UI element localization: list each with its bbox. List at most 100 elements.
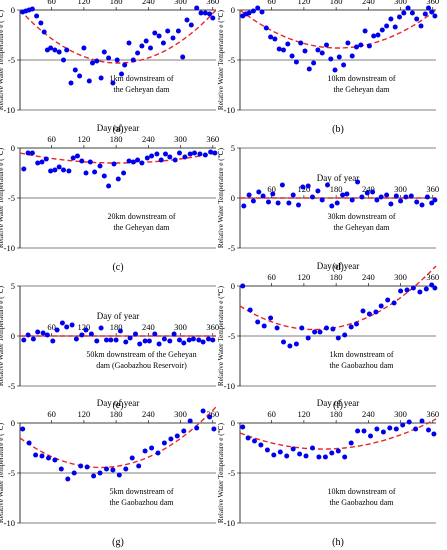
data-point — [315, 188, 321, 194]
x-tick-label: 360 — [206, 134, 219, 144]
trend-line — [239, 265, 437, 331]
x-axis-title: Day of year — [97, 398, 139, 408]
data-point — [56, 164, 62, 170]
chart-panel-f: 0 -5 -10 60 120 180 240 300 360 Day of year Relati… — [217, 261, 439, 411]
y-axis-title: Relative Water Temperature e (℃) — [0, 422, 5, 523]
data-point — [366, 43, 372, 49]
data-point — [300, 184, 306, 190]
data-point — [182, 154, 188, 160]
data-point — [78, 463, 84, 469]
data-point — [286, 200, 292, 206]
data-point — [25, 150, 31, 156]
data-point — [121, 170, 127, 176]
data-point — [111, 161, 117, 167]
data-point — [375, 32, 381, 38]
x-tick-label: 300 — [174, 409, 187, 419]
data-point — [83, 327, 89, 333]
x-tick-label: 60 — [267, 272, 276, 282]
data-point — [114, 57, 120, 63]
data-point — [165, 28, 171, 34]
data-point — [329, 203, 335, 209]
y-tick-label: -5 — [8, 55, 15, 65]
data-point — [419, 418, 425, 424]
data-point — [81, 45, 87, 51]
data-point — [246, 192, 252, 198]
x-tick-label: 360 — [206, 0, 219, 6]
data-point — [405, 5, 411, 11]
data-point — [370, 189, 376, 195]
data-point — [426, 427, 431, 433]
data-point — [355, 179, 361, 185]
data-point — [184, 17, 190, 23]
data-point — [275, 200, 281, 206]
y-tick-label: -5 — [8, 381, 15, 391]
data-point — [48, 45, 54, 51]
data-point — [255, 5, 261, 11]
data-point — [417, 289, 423, 295]
data-point — [106, 55, 112, 61]
data-point — [210, 337, 216, 343]
x-tick-label: 300 — [394, 409, 407, 419]
data-point — [388, 16, 394, 22]
y-tick-label: 0 — [11, 143, 15, 153]
data-point — [97, 470, 103, 476]
data-point — [194, 425, 200, 431]
data-point — [181, 428, 187, 434]
data-point — [39, 159, 45, 165]
data-point — [106, 183, 112, 189]
data-point — [152, 331, 158, 337]
panel-annotation: the Geheyan dam — [114, 85, 171, 94]
data-point — [212, 150, 218, 156]
data-point — [208, 149, 214, 155]
data-point — [408, 193, 414, 199]
data-point — [35, 329, 41, 335]
x-tick-label: 360 — [426, 409, 439, 419]
data-point — [272, 36, 278, 42]
panel-annotation: 10km downstream of — [328, 74, 396, 83]
y-axis-title: Relative Water Temperature e (℃) — [0, 147, 5, 248]
data-point — [393, 426, 399, 432]
x-tick-label: 180 — [330, 184, 343, 194]
x-tick-label: 60 — [47, 322, 56, 332]
x-tick-label: 300 — [394, 0, 407, 6]
chart-panel-e: 5 0 -5 60 120 180 240 300 360 Day of year Relative… — [0, 281, 219, 411]
panel-annotation: 20km downstream of — [108, 212, 176, 221]
x-tick-label: 240 — [362, 0, 375, 6]
panel-label: (e) — [112, 400, 123, 411]
data-point — [90, 60, 95, 66]
data-point — [202, 152, 208, 158]
y-tick-label: -10 — [224, 105, 235, 115]
data-point — [281, 339, 286, 345]
y-tick-label: -10 — [4, 105, 15, 115]
data-point — [266, 199, 271, 205]
data-point — [305, 183, 311, 189]
x-tick-label: 180 — [110, 322, 123, 332]
data-point — [264, 447, 270, 453]
data-point — [117, 328, 123, 334]
data-point — [142, 448, 148, 454]
panel-label: (c) — [112, 262, 123, 273]
y-axis-title: Relative Water Temperature e (℃) — [217, 422, 225, 523]
y-tick-label: 0 — [11, 418, 15, 428]
data-point — [206, 336, 211, 342]
data-point — [126, 40, 132, 46]
panel-label: (b) — [332, 124, 344, 135]
data-point — [374, 197, 380, 203]
data-point — [305, 335, 311, 341]
data-point — [431, 431, 437, 437]
panel-annotation: the Geheyan dam — [334, 85, 391, 94]
data-point — [83, 170, 89, 176]
data-point — [101, 173, 107, 179]
data-point — [71, 470, 77, 476]
data-point — [359, 194, 365, 200]
data-point — [378, 303, 384, 309]
panel-label: (f) — [333, 400, 343, 411]
data-point — [146, 338, 152, 344]
y-tick-label: 0 — [231, 193, 235, 203]
data-point — [401, 10, 407, 16]
panel-annotation: 10km downstream of — [328, 487, 396, 496]
data-point — [384, 192, 390, 198]
chart-panel-g: 0 -5 -10 60 120 180 240 300 360 Day of year Relati… — [0, 398, 219, 548]
data-point — [413, 426, 419, 432]
